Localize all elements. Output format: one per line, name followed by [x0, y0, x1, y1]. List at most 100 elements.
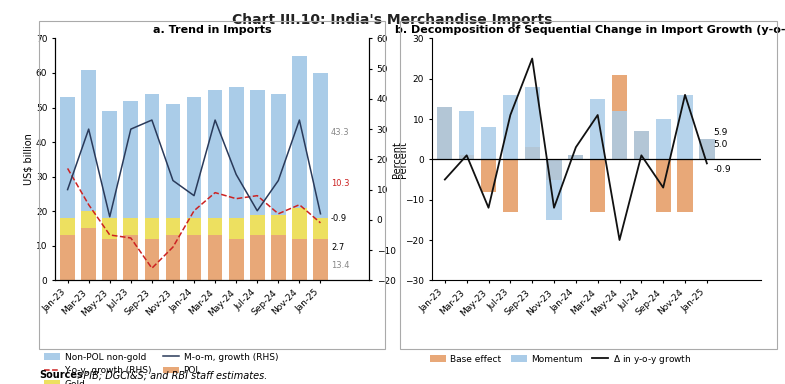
Bar — [123, 218, 138, 235]
Y-o-y, growth (RHS) — [274, 212, 283, 216]
Bar — [502, 159, 518, 212]
Bar — [102, 218, 117, 239]
Bar — [60, 218, 75, 235]
Bar — [187, 235, 202, 280]
Bar — [677, 95, 692, 159]
Text: -0.9: -0.9 — [714, 165, 731, 174]
Y-axis label: US$ billion: US$ billion — [23, 133, 33, 185]
Y-axis label: Percent: Percent — [392, 141, 403, 178]
Bar — [82, 228, 96, 280]
Y-o-y, growth (RHS) — [84, 202, 93, 207]
Text: 5.0: 5.0 — [714, 140, 728, 149]
Bar — [271, 215, 286, 235]
Bar — [144, 218, 159, 239]
Bar — [82, 70, 96, 211]
Bar — [633, 131, 649, 159]
Bar — [633, 131, 649, 159]
Bar — [228, 218, 243, 239]
Bar — [228, 239, 243, 280]
Bar — [228, 87, 243, 218]
$\Delta$ in y-o-y growth — [593, 113, 602, 118]
Bar — [481, 127, 496, 159]
Text: Sources: Sources — [39, 370, 83, 380]
Y-o-y, growth (RHS) — [168, 245, 177, 249]
$\Delta$ in y-o-y growth — [462, 153, 472, 157]
Y-o-y, growth (RHS) — [316, 220, 325, 225]
Bar — [481, 159, 496, 192]
Bar — [590, 159, 605, 212]
Bar — [60, 97, 75, 218]
Bar — [313, 73, 328, 218]
Bar — [437, 107, 452, 159]
Text: : PIB; DGCI&S; and RBI staff estimates.: : PIB; DGCI&S; and RBI staff estimates. — [77, 370, 268, 380]
M-o-m, growth (RHS) — [274, 178, 283, 183]
Bar — [208, 235, 222, 280]
Text: 13.4: 13.4 — [331, 261, 349, 270]
$\Delta$ in y-o-y growth — [637, 153, 646, 157]
M-o-m, growth (RHS) — [147, 118, 156, 122]
Bar — [166, 235, 181, 280]
Y-o-y, growth (RHS) — [294, 202, 304, 207]
Line: Y-o-y, growth (RHS): Y-o-y, growth (RHS) — [68, 169, 320, 268]
Bar — [524, 87, 540, 159]
M-o-m, growth (RHS) — [105, 215, 115, 219]
Text: -0.9: -0.9 — [331, 214, 347, 223]
Text: Chart III.10: India's Merchandise Imports: Chart III.10: India's Merchandise Import… — [232, 13, 553, 27]
$\Delta$ in y-o-y growth — [571, 145, 581, 149]
Bar — [60, 235, 75, 280]
M-o-m, growth (RHS) — [210, 118, 220, 122]
Bar — [459, 111, 474, 159]
Text: 43.3: 43.3 — [331, 128, 349, 137]
Bar — [677, 159, 692, 212]
M-o-m, growth (RHS) — [84, 127, 93, 131]
Bar — [102, 239, 117, 280]
Bar — [612, 111, 627, 159]
Line: $\Delta$ in y-o-y growth: $\Delta$ in y-o-y growth — [445, 59, 706, 240]
Title: b. Decomposition of Sequential Change in Import Growth (y-o-y): b. Decomposition of Sequential Change in… — [395, 25, 785, 35]
Text: 2.7: 2.7 — [331, 243, 345, 252]
$\Delta$ in y-o-y growth — [550, 205, 559, 210]
M-o-m, growth (RHS) — [232, 172, 241, 177]
Bar — [250, 235, 265, 280]
Bar — [123, 101, 138, 218]
Bar — [313, 218, 328, 239]
Bar — [655, 159, 671, 212]
$\Delta$ in y-o-y growth — [659, 185, 668, 190]
Bar — [524, 147, 540, 159]
Y-o-y, growth (RHS) — [253, 193, 262, 198]
Bar — [459, 155, 474, 159]
M-o-m, growth (RHS) — [294, 118, 304, 122]
Bar — [208, 218, 222, 235]
Bar — [82, 211, 96, 228]
Y-o-y, growth (RHS) — [126, 236, 136, 240]
Bar — [123, 235, 138, 280]
Bar — [250, 90, 265, 215]
Text: 5.9: 5.9 — [714, 128, 728, 137]
$\Delta$ in y-o-y growth — [528, 56, 537, 61]
Bar — [250, 215, 265, 235]
Bar — [271, 235, 286, 280]
M-o-m, growth (RHS) — [253, 209, 262, 213]
Bar — [313, 239, 328, 280]
M-o-m, growth (RHS) — [168, 178, 177, 183]
Bar — [292, 239, 307, 280]
M-o-m, growth (RHS) — [63, 187, 72, 192]
M-o-m, growth (RHS) — [316, 212, 325, 216]
$\Delta$ in y-o-y growth — [681, 93, 690, 97]
Bar — [292, 56, 307, 208]
Bar — [502, 95, 518, 159]
Y-axis label: Percent: Percent — [398, 141, 408, 178]
$\Delta$ in y-o-y growth — [702, 161, 711, 166]
Bar — [590, 99, 605, 159]
Y-o-y, growth (RHS) — [105, 233, 115, 237]
Y-o-y, growth (RHS) — [189, 209, 199, 213]
M-o-m, growth (RHS) — [126, 127, 136, 131]
Bar — [166, 218, 181, 235]
Y-o-y, growth (RHS) — [210, 190, 220, 195]
$\Delta$ in y-o-y growth — [440, 177, 450, 182]
Bar — [208, 90, 222, 218]
Title: a. Trend in Imports: a. Trend in Imports — [152, 25, 272, 35]
M-o-m, growth (RHS) — [189, 193, 199, 198]
Line: M-o-m, growth (RHS): M-o-m, growth (RHS) — [68, 120, 320, 217]
Bar — [546, 159, 561, 180]
